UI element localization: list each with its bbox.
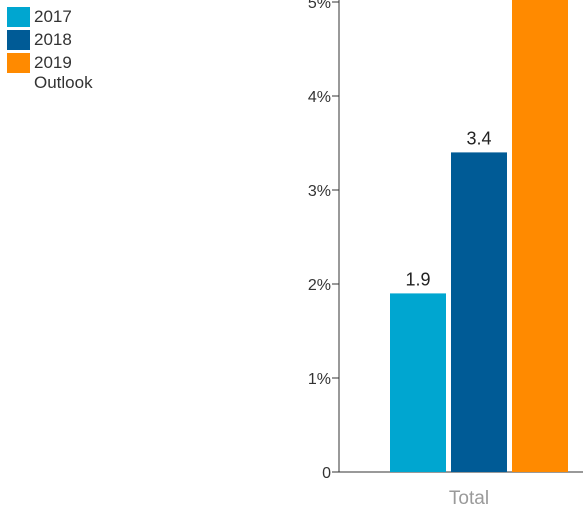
y-tick-label: 2%: [308, 277, 331, 294]
legend-swatch: [7, 30, 30, 50]
y-tick-label: 5%: [308, 0, 331, 12]
legend-label: 2018: [34, 30, 72, 49]
legend-swatch: [7, 7, 30, 27]
y-tick-label: 3%: [308, 183, 331, 200]
bar-2018: [451, 152, 507, 472]
y-tick-label: 0: [322, 465, 331, 482]
legend-swatch: [7, 53, 30, 73]
legend-label: 2017: [34, 7, 72, 26]
data-label: 3.4: [466, 128, 491, 148]
legend-item-1: 2017: [7, 7, 114, 27]
bar-2019-outlook: [512, 0, 568, 472]
y-tick-label: 1%: [308, 371, 331, 388]
bar-2017: [390, 293, 446, 472]
data-label: 1.9: [405, 269, 430, 289]
legend-item-3: 2019 Outlook: [7, 53, 114, 93]
chart-legend: 2017 2018 2019 Outlook: [7, 7, 114, 96]
legend-item-2: 2018: [7, 30, 114, 50]
x-category-label: Total: [449, 488, 489, 509]
y-tick-label: 4%: [308, 89, 331, 106]
legend-label: 2019 Outlook: [34, 53, 93, 92]
